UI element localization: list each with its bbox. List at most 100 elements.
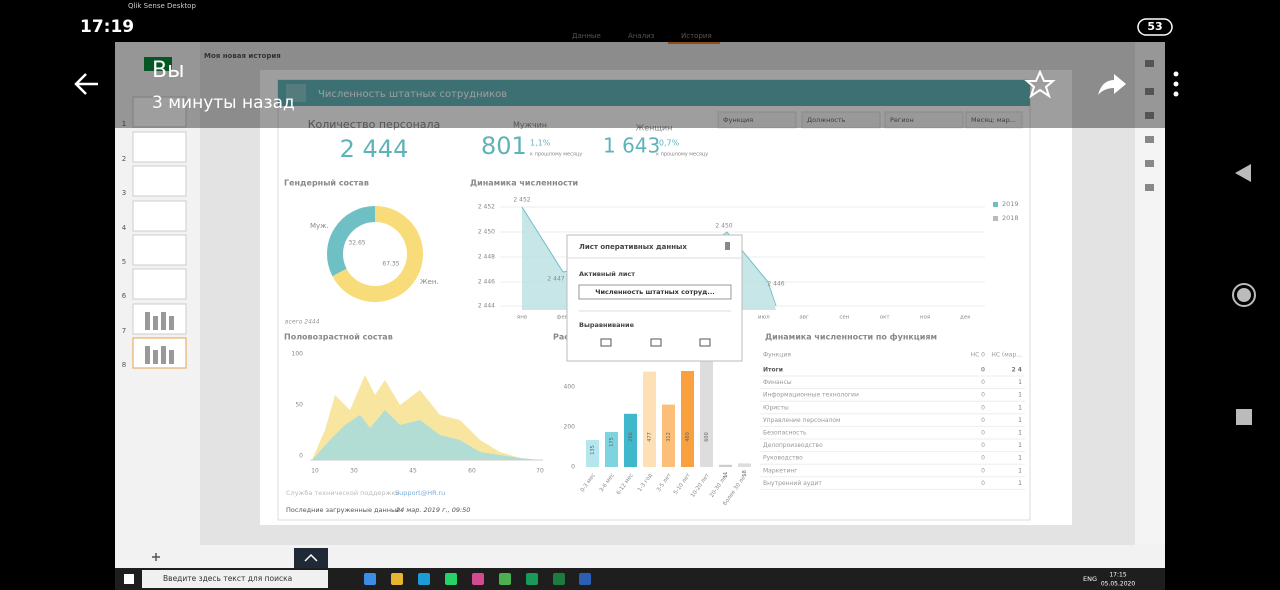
kpi-label: Количество персонала [308, 118, 441, 131]
taskbar-app[interactable] [499, 573, 511, 585]
nav-back[interactable] [1235, 164, 1251, 182]
align-button[interactable] [699, 338, 711, 347]
popup-delete[interactable] [725, 242, 730, 250]
align-button[interactable] [650, 338, 662, 347]
slide-thumbnail[interactable] [132, 268, 187, 300]
nav-home-dot [1237, 288, 1251, 302]
back-arrow[interactable] [74, 73, 98, 95]
table-cell: 1 [1018, 379, 1022, 386]
slide-thumbnail[interactable] [132, 234, 187, 266]
area-men [312, 410, 540, 460]
slide-number: 7 [122, 327, 126, 335]
slide-number: 1 [122, 120, 126, 128]
bar-label: 600 [704, 432, 710, 442]
taskbar-app[interactable] [526, 573, 538, 585]
bar [738, 463, 751, 467]
table-cell: Руководство [763, 455, 803, 462]
thumbnail-bar [153, 350, 158, 364]
tool-icon[interactable] [1145, 160, 1154, 167]
tool-icon[interactable] [1145, 184, 1154, 191]
search-placeholder: Введите здесь текст для поиска [163, 574, 292, 583]
taskbar-app[interactable] [391, 573, 403, 585]
table-cell: 0 [981, 367, 985, 374]
table-cell: 0 [981, 379, 985, 386]
y-tick-label: 2 448 [478, 254, 495, 261]
taskbar-app[interactable] [364, 573, 376, 585]
thumbnail-bar [169, 350, 174, 364]
x-tick-label: окт [880, 315, 891, 321]
start-button[interactable] [124, 574, 134, 584]
nav-home[interactable] [1232, 283, 1256, 307]
x-tick-label: 10 [311, 468, 319, 475]
right-toolbar [1135, 42, 1165, 545]
slide-thumbnail[interactable] [132, 200, 187, 232]
x-tick-label: сен [839, 315, 849, 321]
legend-entry: 2018 [1002, 214, 1019, 222]
slide-thumbnail[interactable] [132, 337, 187, 369]
taskbar-app[interactable] [579, 573, 591, 585]
support-label: Служба технической поддержки [286, 489, 400, 497]
filter[interactable] [717, 111, 797, 129]
table-cell: Делопроизводство [763, 442, 823, 449]
tray-date: 05.05.2020 [1101, 581, 1136, 588]
table-cell: Итоги [763, 367, 783, 374]
taskbar-search[interactable] [142, 570, 328, 588]
tool-icon[interactable] [1145, 88, 1154, 95]
slide-thumbnail[interactable] [132, 131, 187, 163]
slide-thumbnail[interactable] [132, 96, 187, 128]
slide-thumbnail[interactable] [132, 303, 187, 335]
thumbnail-bar [161, 346, 166, 364]
chat-subtitle: 3 минуты назад [152, 93, 295, 113]
table-cell: 1 [1018, 467, 1022, 474]
collapse-chevron [304, 553, 318, 562]
filter[interactable] [965, 111, 1023, 129]
more-icon[interactable] [1173, 71, 1179, 97]
overlay: Вы 3 минуты назад [152, 58, 295, 113]
tool-icon[interactable] [1145, 112, 1154, 119]
taskbar-app[interactable] [418, 573, 430, 585]
nav-recent[interactable] [1236, 409, 1252, 425]
tool-icon[interactable] [1145, 60, 1154, 67]
align-button[interactable] [600, 338, 612, 347]
point-label: 2 446 [767, 281, 784, 288]
x-tick-label: 70 [536, 468, 544, 475]
tool-icon[interactable] [1145, 136, 1154, 143]
star-icon[interactable] [1024, 69, 1056, 99]
bar-label: 175 [609, 437, 615, 447]
thumbnail-bar [169, 316, 174, 330]
taskbar-app[interactable] [445, 573, 457, 585]
collapse-button[interactable] [294, 548, 328, 568]
table-cell: Безопасность [763, 430, 807, 437]
kpi-note: к прошлому месяцу [530, 152, 582, 158]
popup-select[interactable] [578, 284, 732, 300]
slide-thumbnail[interactable] [132, 165, 187, 197]
x-tick-label: дек [960, 315, 971, 321]
kpi-change: -0,7% [656, 139, 680, 148]
donut-label: Жен. [420, 278, 439, 286]
table-cell: 0 [981, 417, 985, 424]
panel-title: Гендерный состав [284, 179, 369, 188]
content: Qlik Sense Desktop Данные Анализ История Моя… [122, 2, 1154, 588]
taskbar-app[interactable] [472, 573, 484, 585]
taskbar-app[interactable] [553, 573, 565, 585]
share-icon[interactable] [1098, 74, 1126, 95]
filter[interactable] [884, 111, 964, 129]
filter-label: Регион [890, 116, 914, 124]
table-cell: Информационные технологии [763, 392, 859, 399]
thumbnail-bar [145, 312, 150, 330]
table-cell: Маркетинг [763, 467, 797, 474]
x-tick-label: 30 [350, 468, 358, 475]
table-cell: 1 [1018, 455, 1022, 462]
table-cell: 1 [1018, 442, 1022, 449]
slide-number: 2 [122, 155, 126, 163]
popup-title: Лист оперативных данных [579, 243, 687, 251]
tab-underline [668, 42, 720, 44]
x-tick-label: 60 [468, 468, 476, 475]
kpi-value: 1 643 [603, 134, 660, 158]
kpi-label: Женщин [636, 124, 673, 133]
y-tick-label: 2 444 [478, 303, 495, 310]
x-tick-label: ноя [920, 315, 930, 321]
filter[interactable] [801, 111, 881, 129]
table-header: НС (мар... [991, 352, 1022, 359]
